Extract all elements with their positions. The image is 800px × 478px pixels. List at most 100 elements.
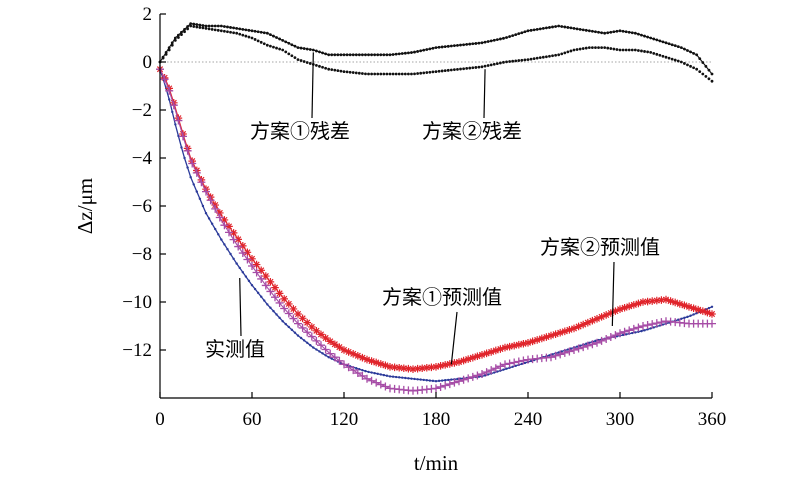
data-point [542, 333, 551, 341]
data-point [226, 25, 229, 29]
data-point [692, 313, 695, 316]
data-point [407, 377, 410, 380]
data-point [633, 31, 637, 35]
data-point [683, 316, 686, 320]
data-point [287, 52, 291, 56]
data-point [657, 296, 666, 304]
data-point [235, 27, 239, 30]
data-point [169, 101, 178, 110]
data-point [397, 72, 401, 76]
data-point [259, 30, 263, 34]
data-point [210, 24, 214, 28]
data-point [204, 27, 208, 30]
data-point [361, 368, 364, 372]
data-point [643, 321, 652, 330]
data-point [361, 53, 364, 57]
data-point [648, 320, 657, 329]
data-point [551, 54, 554, 58]
x-tick-label: 0 [155, 409, 165, 430]
data-point [471, 42, 475, 46]
y-tick-label: −8 [132, 244, 152, 265]
data-point [192, 183, 195, 186]
data-point [223, 25, 226, 28]
data-point [585, 342, 588, 345]
data-point [220, 221, 229, 230]
data-point [431, 70, 435, 74]
data-point [520, 31, 524, 35]
data-point [303, 328, 312, 337]
data-point [317, 341, 325, 350]
data-point [664, 41, 668, 45]
data-point [532, 28, 536, 32]
data-point [327, 356, 330, 359]
data-point [600, 46, 603, 49]
data-point [232, 257, 235, 260]
data-point [376, 53, 380, 57]
data-point [382, 72, 386, 76]
data-point [401, 376, 404, 379]
data-point [234, 242, 243, 251]
data-point [453, 68, 456, 72]
data-point [658, 39, 662, 43]
data-point [324, 52, 327, 56]
data-point [367, 72, 370, 76]
data-point [373, 72, 377, 76]
data-point [446, 44, 450, 48]
data-point [266, 287, 275, 296]
data-point [167, 46, 171, 49]
data-point [293, 331, 297, 334]
data-point [192, 22, 196, 26]
data-point [345, 53, 349, 57]
data-point [459, 67, 462, 71]
data-point [419, 378, 422, 381]
data-point [180, 146, 183, 149]
data-point [508, 35, 511, 38]
data-point [683, 62, 686, 65]
data-point [526, 29, 530, 33]
data-point [376, 72, 380, 76]
data-point [584, 318, 592, 327]
data-point [658, 324, 662, 327]
data-point [432, 363, 440, 371]
data-point [324, 354, 327, 357]
data-point [453, 44, 456, 48]
series-- [158, 22, 714, 76]
data-point [272, 45, 275, 49]
data-point [201, 204, 205, 208]
data-point [524, 339, 532, 347]
data-point [335, 356, 344, 365]
x-tick-label: 180 [422, 409, 451, 430]
data-point [294, 319, 302, 328]
data-point [198, 26, 202, 29]
data-point [514, 33, 518, 37]
data-point [289, 305, 298, 313]
data-point [593, 315, 601, 323]
data-point [535, 27, 539, 31]
y-tick-label: 2 [143, 4, 153, 25]
data-point [210, 27, 214, 31]
data-point [445, 380, 454, 389]
data-point [701, 72, 705, 76]
data-point [493, 371, 496, 374]
data-point [339, 53, 343, 57]
data-point [395, 363, 403, 372]
data-point [238, 266, 241, 270]
data-point [390, 363, 399, 372]
data-point [434, 380, 438, 383]
data-point [449, 68, 453, 72]
data-point [410, 72, 413, 76]
data-point [207, 217, 211, 220]
data-point [710, 79, 714, 83]
data-point [710, 305, 714, 308]
data-point [344, 348, 353, 356]
data-point [186, 27, 190, 31]
data-point [321, 334, 330, 342]
data-point [179, 132, 187, 141]
data-point [272, 34, 275, 38]
data-point [321, 345, 330, 354]
data-point [206, 196, 215, 205]
data-point [699, 307, 707, 315]
data-point [160, 75, 169, 84]
data-point [673, 44, 677, 48]
data-point [547, 353, 555, 362]
